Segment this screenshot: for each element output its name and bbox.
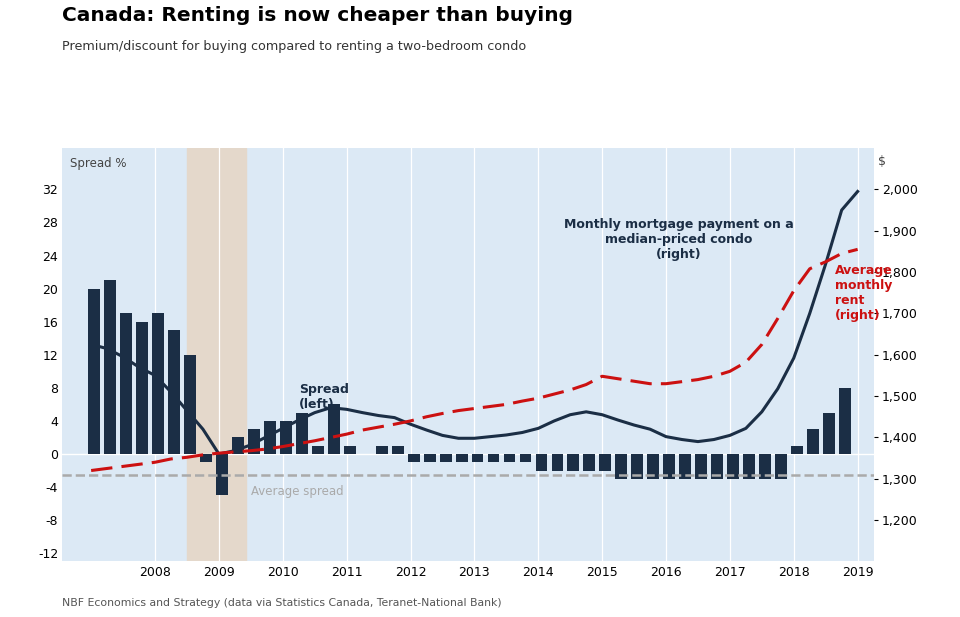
Bar [663, 454, 675, 479]
Bar [168, 330, 180, 454]
Bar [201, 454, 212, 462]
Text: Average
monthly
rent
(right): Average monthly rent (right) [835, 263, 893, 322]
Bar [504, 454, 516, 462]
Bar [423, 454, 436, 462]
Bar [280, 421, 292, 454]
Text: Canada: Renting is now cheaper than buying: Canada: Renting is now cheaper than buyi… [62, 6, 573, 25]
Bar [775, 454, 787, 479]
Text: Spread
(left): Spread (left) [299, 383, 348, 411]
Bar [791, 445, 803, 454]
Bar [392, 445, 403, 454]
Bar [823, 413, 835, 454]
Bar [647, 454, 660, 479]
Bar [759, 454, 771, 479]
Bar [456, 454, 468, 462]
Text: Spread %: Spread % [70, 157, 127, 170]
Bar [743, 454, 755, 479]
Bar [551, 454, 564, 471]
Bar [519, 454, 532, 462]
Bar [839, 388, 851, 454]
Bar [408, 454, 420, 462]
Bar [184, 355, 196, 454]
Bar [488, 454, 499, 462]
Bar [599, 454, 612, 471]
Bar [248, 429, 260, 454]
Bar [695, 454, 708, 479]
Bar [615, 454, 627, 479]
Bar [632, 454, 643, 479]
Bar [105, 280, 116, 454]
Bar [232, 437, 244, 454]
Bar [727, 454, 739, 479]
Bar [88, 289, 100, 454]
Bar [312, 445, 324, 454]
Bar [376, 445, 388, 454]
Text: Average spread: Average spread [251, 484, 344, 497]
Bar [711, 454, 723, 479]
Bar [344, 445, 356, 454]
Bar [328, 404, 340, 454]
Text: NBF Economics and Strategy (data via Statistics Canada, Teranet-National Bank): NBF Economics and Strategy (data via Sta… [62, 598, 502, 608]
Bar [153, 313, 164, 454]
Bar [136, 321, 148, 454]
Text: $: $ [878, 155, 886, 168]
Bar [584, 454, 595, 471]
Text: Monthly mortgage payment on a
median-priced condo
(right): Monthly mortgage payment on a median-pri… [564, 218, 794, 262]
Bar [120, 313, 132, 454]
Bar [187, 148, 246, 561]
Bar [264, 421, 276, 454]
Bar [471, 454, 484, 462]
Bar [440, 454, 451, 462]
Bar [680, 454, 691, 479]
Bar [296, 413, 308, 454]
Bar [216, 454, 228, 495]
Bar [536, 454, 547, 471]
Bar [567, 454, 579, 471]
Bar [807, 429, 819, 454]
Text: Premium/discount for buying compared to renting a two-bedroom condo: Premium/discount for buying compared to … [62, 40, 527, 53]
